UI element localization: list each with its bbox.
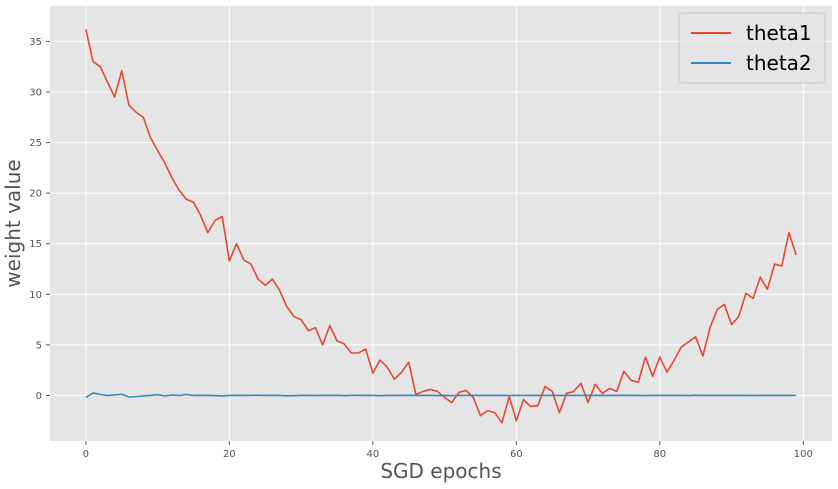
legend-box xyxy=(678,12,826,84)
y-tick-label: 10 xyxy=(29,290,42,301)
y-tick-label: 35 xyxy=(29,37,42,48)
series-line-theta1 xyxy=(85,29,797,424)
y-tick-label: 15 xyxy=(29,239,42,250)
x-tick-label: 100 xyxy=(794,449,813,460)
series-line-theta2 xyxy=(85,392,797,399)
y-tick-label: 20 xyxy=(29,189,42,200)
x-tick-label: 20 xyxy=(223,449,236,460)
series-lines xyxy=(85,29,797,424)
y-axis-ticks: 0 5 10 15 20 25 30 35 xyxy=(29,37,50,402)
y-tick-label: 30 xyxy=(29,87,42,98)
legend: theta1 theta2 xyxy=(678,12,826,84)
legend-label-theta2: theta2 xyxy=(746,51,812,75)
y-tick-label: 0 xyxy=(36,391,42,402)
legend-label-theta1: theta1 xyxy=(746,21,812,45)
x-axis-label: SGD epochs xyxy=(380,459,501,483)
x-axis-ticks: 0 20 40 60 80 100 xyxy=(83,441,813,460)
y-tick-label: 25 xyxy=(29,138,42,149)
y-tick-label: 5 xyxy=(36,340,42,351)
x-tick-label: 60 xyxy=(510,449,523,460)
x-tick-label: 0 xyxy=(83,449,89,460)
x-tick-label: 40 xyxy=(366,449,379,460)
y-axis-label: weight value xyxy=(1,159,25,287)
x-tick-label: 80 xyxy=(653,449,666,460)
